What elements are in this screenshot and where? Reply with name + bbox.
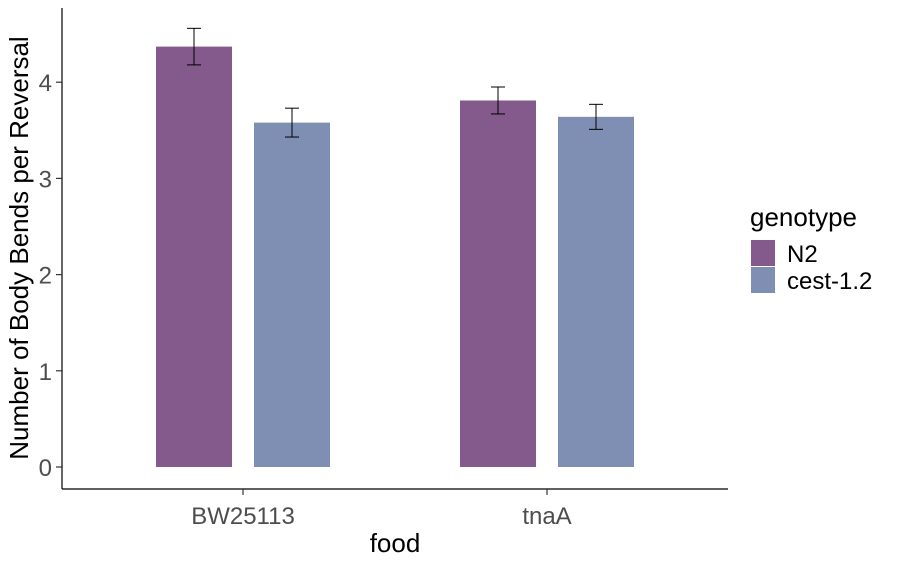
x-tick-label: tnaA xyxy=(522,503,571,530)
bar xyxy=(460,100,536,467)
y-tick-label: 3 xyxy=(39,166,52,193)
bar xyxy=(558,116,634,467)
bars-layer xyxy=(156,46,634,468)
x-tick-label: BW25113 xyxy=(191,503,295,530)
legend-label: cest-1.2 xyxy=(787,268,872,295)
y-tick-label: 4 xyxy=(39,70,52,97)
x-axis-ticks: BW25113 tnaA xyxy=(191,489,572,530)
error-bars-layer xyxy=(187,27,603,138)
y-tick-label: 1 xyxy=(39,359,52,386)
y-axis-ticks: 0 1 2 3 4 xyxy=(39,70,62,482)
y-tick-label: 2 xyxy=(39,263,52,290)
legend-title: genotype xyxy=(750,202,857,232)
bar xyxy=(156,46,232,468)
bar xyxy=(254,122,330,467)
legend-key xyxy=(751,267,775,293)
y-tick-label: 0 xyxy=(39,455,52,482)
x-axis-title: food xyxy=(370,528,421,558)
legend-label: N2 xyxy=(787,241,818,268)
legend-key xyxy=(751,240,775,266)
y-axis-title: Number of Body Bends per Reversal xyxy=(4,36,34,459)
